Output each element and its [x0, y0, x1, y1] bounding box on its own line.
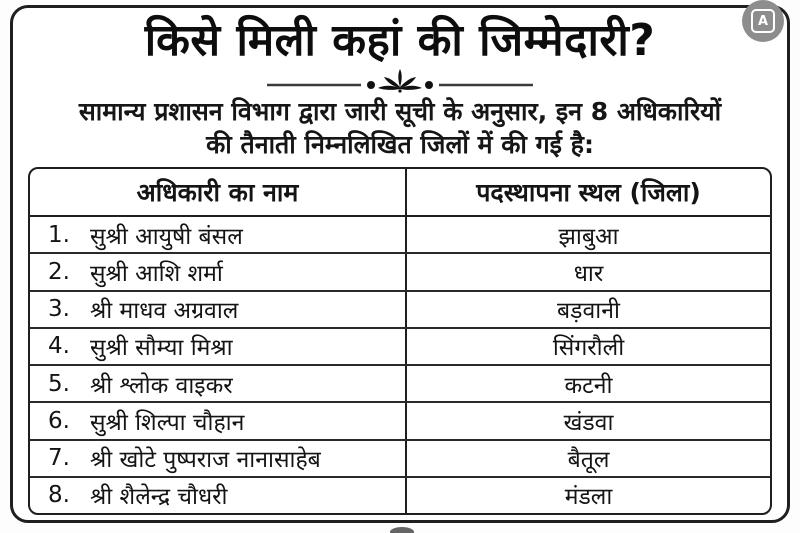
district-name: कटनी — [405, 366, 770, 402]
table-row: 6. सुश्री शिल्पा चौहान खंडवा — [30, 401, 770, 439]
ornamental-divider — [0, 66, 800, 96]
table-header-row: अधिकारी का नाम पदस्थापना स्थल (जिला) — [30, 169, 770, 217]
row-number: 4. — [48, 333, 70, 360]
district-name: मंडला — [405, 477, 770, 513]
district-name: झाबुआ — [405, 217, 770, 253]
district-name: खंडवा — [405, 403, 770, 439]
subtitle-line-1: सामान्य प्रशासन विभाग द्वारा जारी सूची क… — [78, 97, 722, 126]
a-frame-icon: A — [751, 9, 775, 33]
officer-name: सुश्री आशि शर्मा — [90, 260, 223, 287]
table-row: 5. श्री श्लोक वाइकर कटनी — [30, 364, 770, 402]
table-row: 2. सुश्री आशि शर्मा धार — [30, 252, 770, 290]
officer-name: श्री खोटे पुष्पराज नानासाहेब — [90, 447, 321, 474]
row-number: 2. — [48, 258, 70, 285]
district-name: बैतूल — [405, 440, 770, 476]
row-number: 7. — [48, 445, 70, 472]
table-row: 4. सुश्री सौम्या मिश्रा सिंगरौली — [30, 326, 770, 364]
header-posting-place: पदस्थापना स्थल (जिला) — [405, 169, 770, 215]
officer-name: श्री माधव अग्रवाल — [90, 298, 239, 325]
table-row: 7. श्री खोटे पुष्पराज नानासाहेब बैतूल — [30, 438, 770, 476]
officer-name: सुश्री सौम्या मिश्रा — [90, 335, 233, 362]
district-name: बड़वानी — [405, 291, 770, 327]
row-number: 8. — [48, 482, 70, 509]
page-title: किसे मिली कहां की जिम्मेदारी? — [144, 15, 656, 66]
row-number: 6. — [48, 407, 70, 434]
officer-name: सुश्री आयुषी बंसल — [90, 223, 243, 250]
subtitle-line-2: की तैनाती निम्नलिखित जिलों में की गई है: — [206, 129, 594, 159]
clipped-bottom-ornament-icon — [390, 527, 414, 533]
table-row: 1. सुश्री आयुषी बंसल झाबुआ — [30, 217, 770, 253]
badge-letter: A — [757, 13, 769, 29]
officer-name: सुश्री शिल्पा चौहान — [90, 409, 245, 436]
officer-name: श्री शैलेन्द्र चौधरी — [90, 484, 228, 511]
table-row: 8. श्री शैलेन्द्र चौधरी मंडला — [30, 475, 770, 513]
row-number: 5. — [48, 370, 70, 397]
officer-name: श्री श्लोक वाइकर — [90, 372, 233, 399]
row-number: 1. — [48, 221, 70, 248]
watermark-badge: A — [742, 0, 784, 42]
row-number: 3. — [48, 296, 70, 323]
divider-ornament-icon — [267, 69, 533, 93]
header-officer-name: अधिकारी का नाम — [136, 178, 299, 207]
district-name: धार — [405, 254, 770, 290]
district-name: सिंगरौली — [405, 328, 770, 364]
subtitle: सामान्य प्रशासन विभाग द्वारा जारी सूची क… — [0, 96, 800, 161]
postings-table: अधिकारी का नाम पदस्थापना स्थल (जिला) 1. … — [28, 167, 772, 515]
table-row: 3. श्री माधव अग्रवाल बड़वानी — [30, 289, 770, 327]
